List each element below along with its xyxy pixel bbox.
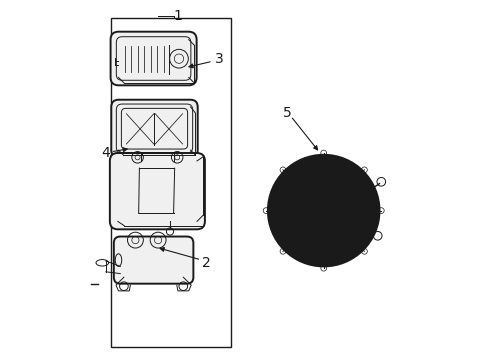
Circle shape xyxy=(267,155,379,266)
Text: 2: 2 xyxy=(202,256,211,270)
Circle shape xyxy=(309,196,337,225)
Text: 1: 1 xyxy=(173,9,182,23)
Text: 4: 4 xyxy=(102,146,110,160)
FancyBboxPatch shape xyxy=(110,153,204,229)
FancyBboxPatch shape xyxy=(110,32,196,85)
Ellipse shape xyxy=(115,254,122,266)
FancyBboxPatch shape xyxy=(111,100,197,157)
Bar xyxy=(110,18,231,347)
Text: 3: 3 xyxy=(215,53,223,66)
Text: 5: 5 xyxy=(282,107,291,120)
FancyBboxPatch shape xyxy=(114,237,193,284)
